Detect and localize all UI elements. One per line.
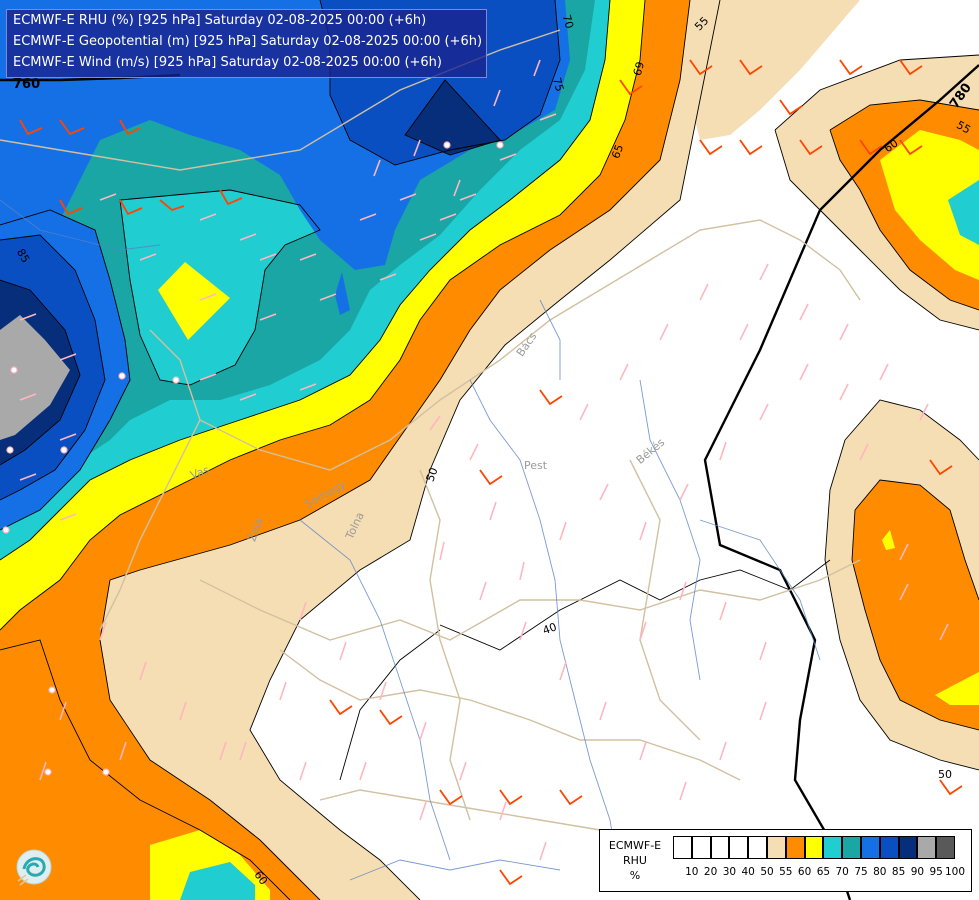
legend-swatch [766, 836, 786, 859]
legend-model: ECMWF-E [608, 839, 662, 852]
rh-60-area-southwest [0, 640, 290, 900]
rh-95-area-west [0, 315, 70, 440]
legend-swatch [879, 836, 899, 859]
legend-swatch [710, 836, 730, 859]
rh-70-area-northeast [948, 180, 979, 245]
legend-swatch [842, 836, 861, 859]
rh-80-spot [335, 272, 350, 315]
place-label-pest: Pest [524, 459, 548, 472]
legend-swatch [748, 836, 767, 859]
label-rh-70: 70 [560, 13, 576, 30]
legend-swatch [673, 836, 692, 859]
label-rh-65: 65 [609, 143, 626, 161]
admin-borders [0, 29, 861, 831]
rh-70-area-southwest [180, 862, 255, 900]
legend-tick-label: 60 [797, 866, 812, 878]
label-rh-50-center: 50 [424, 466, 441, 484]
calm-wind-markers [2, 141, 504, 776]
rivers [0, 199, 821, 881]
label-rh-75: 75 [550, 76, 566, 93]
legend-swatch [804, 836, 824, 859]
legend-tick-label: 95 [929, 866, 943, 878]
legend-title: ECMWF-E RHU % [600, 838, 670, 883]
legend-swatch [936, 836, 955, 859]
legend-variable: RHU [623, 854, 647, 867]
legend-swatches [673, 836, 955, 859]
header-wind: ECMWF-E Wind (m/s) [925 hPa] Saturday 02… [13, 55, 442, 70]
legend-tick-label: 85 [891, 866, 906, 878]
rh-65-area-inner [158, 262, 230, 340]
rh-65-area-southeast-a [935, 672, 979, 705]
rh-65-area-southeast-b [882, 530, 895, 550]
rh-70-area-inner [120, 190, 320, 385]
header-rhu: ECMWF-E RHU (%) [925 hPa] Saturday 02-08… [13, 13, 427, 28]
legend-ticks: 10 20 30 40 50 55 60 65 70 75 80 85 90 95 100 [673, 866, 973, 880]
label-rh-40: 40 [541, 620, 559, 637]
legend-tick-label: 75 [854, 866, 868, 878]
label-rh-55-right: 55 [954, 118, 973, 136]
legend-tick-label: 30 [722, 866, 737, 878]
rh-55-area-north-strip [690, 0, 860, 140]
map-header: ECMWF-E RHU (%) [925 hPa] Saturday 02-08… [6, 9, 487, 78]
legend-tick-label: 55 [779, 866, 793, 878]
legend-tick-label: 50 [760, 866, 774, 878]
legend-swatch [729, 836, 749, 859]
header-geopotential: ECMWF-E Geopotential (m) [925 hPa] Satur… [13, 34, 483, 49]
rh-90-area-north [405, 80, 500, 155]
legend-swatch [691, 836, 711, 859]
rh-65-area-northeast [880, 130, 979, 280]
wind-barbs-orange [19, 59, 963, 886]
legend-swatch [898, 836, 918, 859]
legend-unit: % [629, 869, 641, 882]
legend-tick-label: 70 [835, 866, 849, 878]
legend-tick-label: 80 [873, 866, 887, 878]
legend-tick-label: 40 [741, 866, 755, 878]
label-rh-50-right: 50 [938, 768, 952, 781]
legend-tick-label: 10 [685, 866, 699, 878]
legend-swatch [917, 836, 937, 859]
legend-tick-label: 65 [816, 866, 831, 878]
label-rh-85: 85 [14, 247, 32, 266]
legend-swatch [860, 836, 880, 859]
label-geo-760: 760 [13, 77, 40, 92]
legend-swatch [823, 836, 843, 859]
legend-swatch [785, 836, 805, 859]
legend-tick-label: 90 [910, 866, 925, 878]
logo-icon [16, 849, 52, 886]
wind-barbs-pink [19, 59, 949, 861]
label-rh-69: 69 [631, 60, 647, 77]
place-label-vas: Vas [189, 463, 212, 482]
legend-tick-label: 100 [944, 866, 966, 878]
color-legend: ECMWF-E RHU % 10 20 30 40 50 55 60 65 70 75 80 85 90… [599, 829, 972, 892]
legend-tick-label: 20 [703, 866, 718, 878]
